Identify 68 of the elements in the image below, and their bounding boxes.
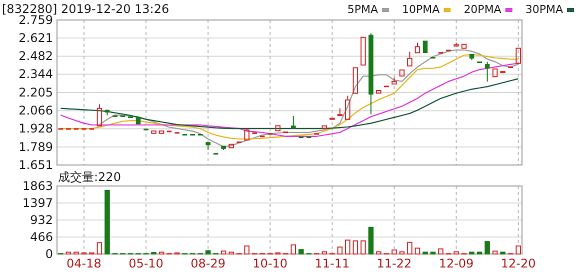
bar [368,226,374,254]
x-tick-label: 10-10 [252,256,288,271]
candlestick [322,125,328,129]
candlestick [136,116,141,124]
line-series [60,78,519,130]
y-tick-label: 2.482 [18,49,53,64]
bar [454,251,459,254]
candlestick [290,116,296,129]
bar [220,250,226,254]
y-tick-label: 1.928 [18,122,53,136]
candlestick [352,67,358,94]
candlestick [228,144,234,148]
bar [96,242,102,254]
candlestick [151,130,156,134]
y-tick-label: 0 [45,246,53,261]
bar [360,240,366,254]
x-tick-label: 12-09 [438,256,474,271]
legend-label: 10PMA [402,3,440,16]
bar [345,240,350,254]
bar [322,251,328,254]
candlestick [492,68,498,78]
x-tick-label: 04-18 [66,256,102,271]
bar [399,251,405,254]
candlestick [461,44,467,49]
bar [407,242,412,254]
x-tick-label: 08-29 [190,256,226,271]
bar [298,249,304,254]
x-tick-label: 05-10 [128,256,164,271]
y-tick-label: 1863 [22,178,53,193]
candlestick [360,36,366,66]
bar [104,190,110,254]
bar [376,251,382,254]
candlestick [516,48,521,64]
candlestick [206,142,210,150]
candlestick [407,51,412,66]
bar [492,250,498,254]
y-tick-label: 932 [30,212,53,227]
candlestick [399,69,405,77]
y-tick-label: 2.344 [18,67,53,82]
candlestick [376,90,382,94]
bar [516,245,521,254]
legend-label: 5PMA [347,3,378,16]
candlestick [275,125,280,132]
legend-label: 20PMA [464,3,502,16]
y-tick-label: 2.066 [18,104,53,118]
bar [484,241,490,254]
y-tick-label: 2.205 [18,85,53,100]
bar [352,240,358,254]
candlestick [422,40,428,53]
x-tick-label: 11-22 [376,256,412,271]
x-tick-label: 12-20 [500,256,536,271]
bar [414,248,420,254]
candlestick [158,130,164,134]
bar [438,248,444,254]
y-tick-label: 1.651 [18,158,53,172]
y-tick-label: 466 [30,230,53,244]
bar [392,249,397,254]
candlestick [484,61,490,82]
bar [244,245,250,254]
y-tick-label: 1.789 [18,140,53,154]
bar [337,246,343,254]
legend-label: 30PMA [525,3,564,16]
x-tick-label: 11-11 [314,256,350,271]
bar [205,250,211,254]
y-tick-label: 1397 [22,196,53,210]
y-tick-label: 2.621 [18,30,53,45]
chart-title: 成交量:220 [58,170,121,184]
bar [290,244,296,254]
